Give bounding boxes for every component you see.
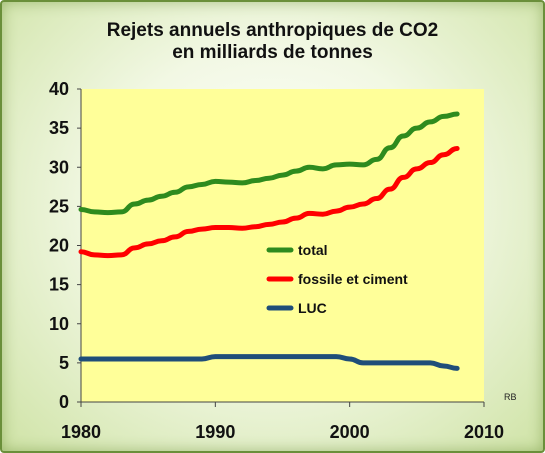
y-tick-label: 15 — [49, 275, 69, 295]
y-tick-label: 30 — [49, 157, 69, 177]
series-line-total — [78, 111, 460, 216]
chart-title-line1: Rejets annuels anthropiques de CO2 — [106, 20, 439, 41]
legend-label-luc: LUC — [298, 300, 327, 316]
series-line-luc — [78, 354, 460, 371]
y-tick-label: 0 — [59, 392, 69, 412]
x-tick-label: 2000 — [330, 422, 370, 442]
y-tick-label: 25 — [49, 196, 69, 216]
legend-label-total: total — [298, 242, 328, 258]
x-tick-label: 1980 — [61, 422, 101, 442]
series-layer — [78, 111, 460, 371]
y-tick-label: 20 — [49, 236, 69, 256]
axes: 0 5 10 15 20 25 30 35 40 1980 1990 2000 2010 — [49, 79, 504, 442]
series-line-fossile-et-ciment — [78, 145, 460, 259]
legend-label-fossile-et-ciment: fossile et ciment — [298, 271, 408, 287]
chart-title-line2: en milliards de tonnes — [172, 42, 373, 63]
x-tick-label: 2010 — [464, 422, 504, 442]
y-tick-label: 35 — [49, 118, 69, 138]
legend: total fossile et ciment LUC — [266, 242, 408, 316]
x-tick-label: 1990 — [195, 422, 235, 442]
y-tick-label: 5 — [59, 353, 69, 373]
y-tick-label: 40 — [49, 79, 69, 99]
author-note: RB — [504, 392, 517, 402]
y-tick-label: 10 — [49, 314, 69, 334]
